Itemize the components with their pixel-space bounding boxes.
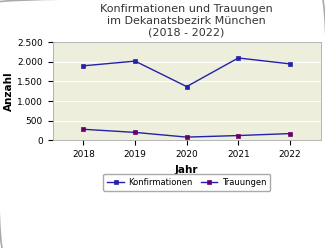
Trauungen [236,134,240,137]
Line: Trauungen: Trauungen [81,127,292,140]
Line: Konfirmationen: Konfirmationen [81,56,292,89]
Trauungen [133,131,137,134]
Trauungen [288,132,292,135]
Title: Konfirmationen und Trauungen
im Dekanatsbezirk München
(2018 - 2022): Konfirmationen und Trauungen im Dekanats… [100,4,273,37]
Trauungen [185,136,188,139]
Legend: Konfirmationen, Trauungen: Konfirmationen, Trauungen [103,174,270,191]
Konfirmationen [185,85,188,88]
Konfirmationen [236,57,240,60]
Trauungen [82,128,85,131]
Konfirmationen [133,60,137,62]
Konfirmationen [82,64,85,67]
Y-axis label: Anzahl: Anzahl [4,71,14,111]
X-axis label: Jahr: Jahr [175,164,199,175]
Konfirmationen [288,62,292,65]
